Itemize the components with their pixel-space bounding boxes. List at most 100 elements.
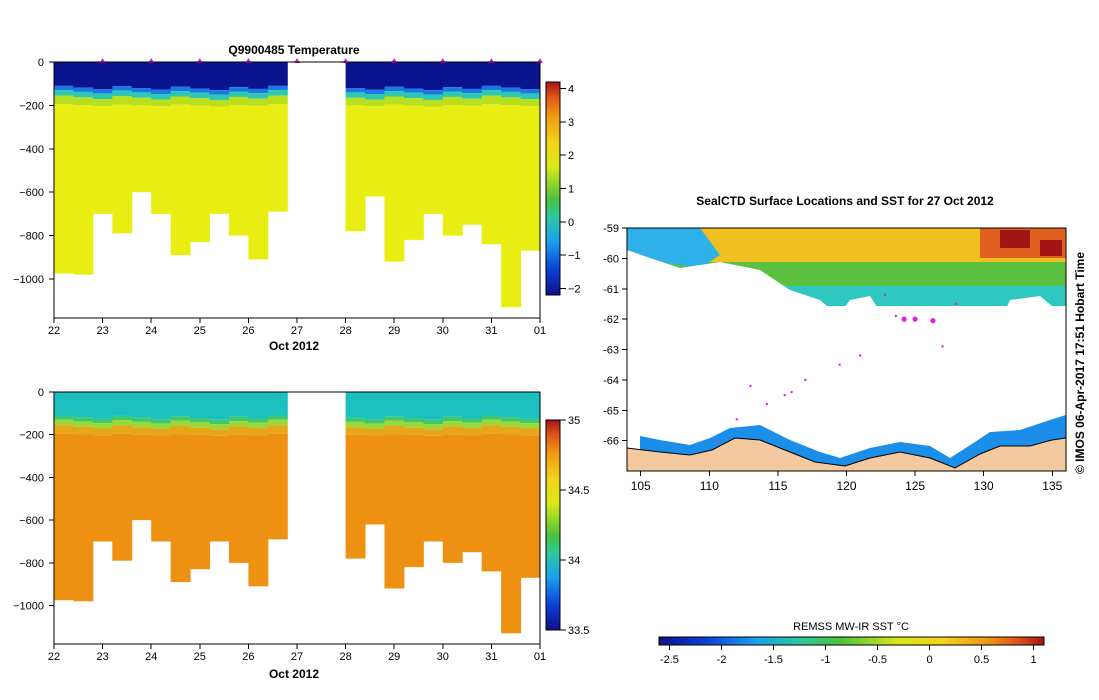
- temperature-cell: [384, 91, 405, 97]
- map-x-tick-label: 135: [1042, 479, 1062, 493]
- temperature-cell: [462, 93, 483, 99]
- salinity-cell: [131, 434, 152, 521]
- temperature-cell: [423, 99, 444, 107]
- salinity-cell: [170, 434, 191, 583]
- temperature-cell: [73, 87, 94, 92]
- salinity-cell: [423, 392, 444, 420]
- temperature-cell: [209, 90, 230, 95]
- temperature-x-tick-label: 26: [242, 325, 254, 337]
- salinity-y-tick-label: −800: [19, 558, 44, 570]
- salinity-y-tick-label: −1000: [13, 601, 44, 613]
- sst-colorbar-tick-label: -0.5: [868, 654, 887, 666]
- track-point: [765, 402, 769, 406]
- temperature-cell: [228, 62, 249, 88]
- temperature-cell: [190, 105, 211, 243]
- sst-colorbar-label: REMSS MW-IR SST °C: [793, 621, 909, 633]
- salinity-cell: [112, 392, 133, 416]
- colorbar-tick-label: 2: [568, 150, 574, 162]
- salinity-cell: [384, 420, 405, 426]
- temperature-cell: [442, 62, 463, 88]
- temperature-cell: [228, 91, 249, 97]
- temperature-cell: [92, 106, 113, 214]
- map-y-tick-label: -65: [603, 405, 619, 417]
- temperature-y-tick-label: −600: [19, 187, 44, 199]
- temperature-cell: [345, 62, 366, 89]
- temperature-colorbar-ramp: [545, 81, 561, 296]
- map-x-tick-label: 110: [700, 479, 719, 493]
- salinity-section-cells: [54, 392, 541, 634]
- map-longitude-axis: 105 110 115 120 125 130 135: [631, 471, 1063, 493]
- salinity-cell: [54, 419, 74, 426]
- temperature-cell: [248, 98, 269, 106]
- track-point: [941, 345, 944, 348]
- salinity-x-axis: 22 23 24 25 26 27 28 29 30 31 01: [48, 644, 546, 663]
- temperature-cell: [520, 93, 541, 100]
- temperature-cell: [462, 62, 483, 89]
- temperature-colorbar: −2 −1 0 1 2 3 4: [545, 81, 581, 296]
- sst-colorbar-tick-label: -2.5: [660, 654, 679, 666]
- salinity-cell: [365, 419, 385, 424]
- salinity-cell: [73, 421, 94, 427]
- temperature-section-cells: [54, 62, 541, 308]
- temperature-cell: [209, 106, 230, 214]
- temperature-cell: [54, 95, 74, 105]
- map-y-tick-label: -63: [603, 345, 619, 357]
- salinity-cell: [481, 419, 502, 426]
- colorbar-tick-label: 4: [568, 84, 574, 96]
- salinity-cell: [170, 392, 191, 417]
- temperature-cell: [365, 99, 385, 107]
- salinity-cell: [170, 416, 191, 421]
- salinity-cell: [520, 428, 541, 436]
- map-x-tick-label: 120: [836, 479, 856, 493]
- salinity-cell: [151, 392, 172, 420]
- temperature-cell: [442, 87, 463, 92]
- temperature-cell: [112, 86, 133, 91]
- temperature-cell: [92, 62, 113, 90]
- temperature-cell: [248, 105, 269, 260]
- temperature-y-tick-label: −800: [19, 231, 44, 243]
- temperature-title: Q9900485 Temperature: [228, 43, 360, 57]
- temperature-cell: [92, 93, 113, 100]
- salinity-panel: 0 −200 −400 −600 −800 −1000 22 23 24 25 26 27 28 29 3…: [13, 387, 589, 681]
- salinity-cell: [267, 415, 288, 420]
- colorbar-tick-label: 3: [568, 117, 574, 129]
- salinity-cell: [112, 433, 133, 561]
- salinity-cell: [501, 434, 522, 634]
- track-point: [901, 316, 907, 322]
- colorbar-tick-label: −1: [568, 250, 581, 262]
- salinity-cell: [170, 420, 191, 426]
- temperature-cell: [151, 62, 172, 90]
- temperature-cell: [209, 99, 230, 107]
- salinity-cell: [248, 418, 269, 423]
- temperature-y-axis: 0 −200 −400 −600 −800 −1000: [13, 57, 54, 286]
- salinity-cell: [345, 434, 366, 559]
- salinity-cell: [54, 433, 74, 601]
- salinity-cell: [54, 425, 74, 434]
- salinity-cell: [112, 425, 133, 434]
- salinity-cell: [442, 426, 463, 435]
- temperature-x-tick-label: 31: [485, 325, 497, 337]
- salinity-cell: [403, 427, 424, 435]
- salinity-cell: [520, 435, 541, 578]
- salinity-cell: [501, 392, 522, 418]
- salinity-cell: [345, 427, 366, 435]
- temperature-cell: [423, 94, 444, 100]
- salinity-cell: [267, 433, 288, 540]
- temperature-cell: [228, 96, 249, 105]
- track-point: [804, 378, 807, 382]
- temperature-cell: [384, 104, 405, 262]
- temperature-x-tick-label: 27: [291, 325, 303, 337]
- salinity-cell: [481, 425, 502, 434]
- temperature-cell: [267, 95, 288, 105]
- temperature-cell: [248, 88, 269, 94]
- temperature-x-tick-label: 28: [339, 325, 351, 337]
- temperature-cell: [248, 62, 269, 89]
- temperature-cell: [131, 88, 152, 93]
- salinity-x-tick-label: 28: [339, 651, 351, 663]
- salinity-y-axis: 0 −200 −400 −600 −800 −1000: [13, 387, 54, 613]
- temperature-cell: [112, 62, 133, 87]
- temperature-cell: [190, 98, 211, 106]
- temperature-cell: [384, 86, 405, 92]
- sst-map-panel: SealCTD Surface Locations and SST for 27…: [603, 194, 1087, 666]
- salinity-cell: [403, 422, 424, 428]
